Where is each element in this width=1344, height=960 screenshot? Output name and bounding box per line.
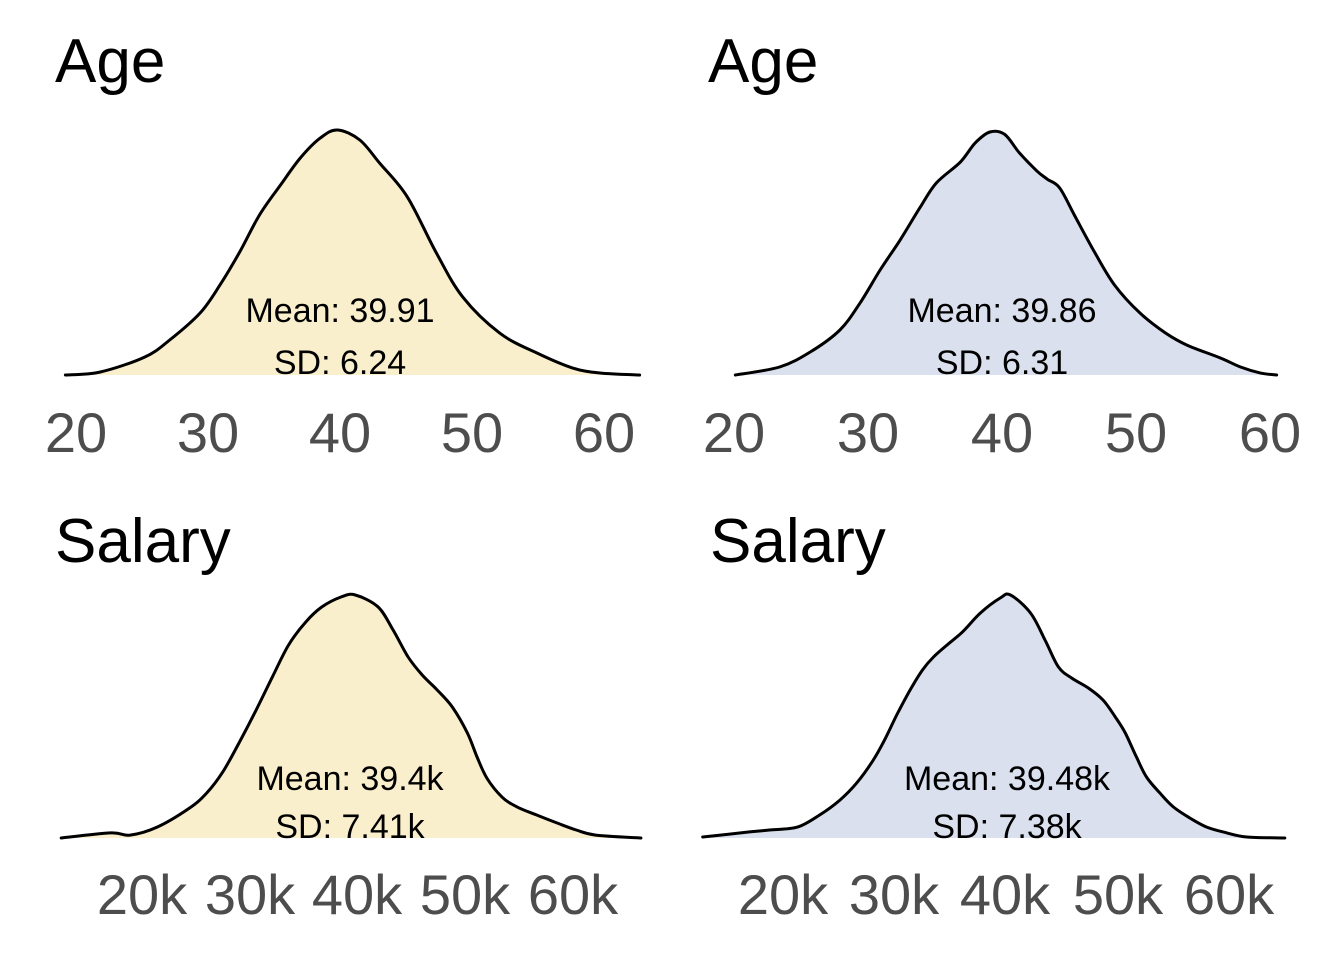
x-axis: 20 30 40 50 60 bbox=[703, 401, 1301, 464]
x-tick-label: 30k bbox=[849, 863, 940, 926]
mean-annotation: Mean: 39.91 bbox=[245, 292, 434, 330]
x-tick-label: 50k bbox=[420, 863, 511, 926]
panel-title: Age bbox=[708, 27, 818, 96]
density-panel-age-group-a: Age Mean: 39.91 SD: 6.24 20 30 40 50 60 bbox=[45, 27, 642, 464]
mean-annotation: Mean: 39.48k bbox=[904, 760, 1111, 798]
density-curve bbox=[59, 592, 643, 840]
x-tick-label: 20k bbox=[97, 863, 188, 926]
x-tick-label: 50 bbox=[1105, 401, 1167, 464]
x-tick-label: 50 bbox=[441, 401, 503, 464]
sd-annotation: SD: 6.24 bbox=[274, 344, 406, 382]
density-area bbox=[61, 594, 641, 838]
x-axis: 20k 30k 40k 50k 60k bbox=[738, 863, 1275, 926]
density-area bbox=[702, 593, 1285, 838]
mean-annotation: Mean: 39.4k bbox=[256, 760, 444, 798]
x-tick-label: 30k bbox=[205, 863, 296, 926]
sd-annotation: SD: 7.38k bbox=[932, 808, 1082, 846]
x-tick-label: 20k bbox=[738, 863, 829, 926]
density-panel-salary-group-b: Salary Mean: 39.48k SD: 7.38k 20k 30k 40… bbox=[701, 507, 1287, 926]
sd-annotation: SD: 6.31 bbox=[936, 344, 1068, 382]
mean-annotation: Mean: 39.86 bbox=[907, 292, 1096, 330]
x-tick-label: 40 bbox=[971, 401, 1033, 464]
x-tick-label: 60 bbox=[1239, 401, 1301, 464]
x-tick-label: 20 bbox=[45, 401, 107, 464]
panel-title: Age bbox=[55, 27, 165, 96]
density-curve bbox=[701, 592, 1287, 840]
x-tick-label: 40 bbox=[309, 401, 371, 464]
panel-title: Salary bbox=[710, 507, 886, 576]
x-tick-label: 40k bbox=[312, 863, 403, 926]
x-tick-label: 30 bbox=[177, 401, 239, 464]
x-tick-label: 60k bbox=[1184, 863, 1275, 926]
density-curve bbox=[733, 129, 1279, 377]
x-tick-label: 20 bbox=[703, 401, 765, 464]
density-area bbox=[65, 129, 640, 375]
x-axis: 20k 30k 40k 50k 60k bbox=[97, 863, 619, 926]
x-axis: 20 30 40 50 60 bbox=[45, 401, 635, 464]
density-area bbox=[735, 131, 1277, 375]
density-curve bbox=[63, 128, 642, 377]
x-tick-label: 50k bbox=[1073, 863, 1164, 926]
panel-title: Salary bbox=[55, 507, 231, 576]
sd-annotation: SD: 7.41k bbox=[275, 808, 425, 846]
density-panel-salary-group-a: Salary Mean: 39.4k SD: 7.41k 20k 30k 40k… bbox=[55, 507, 643, 926]
x-tick-label: 30 bbox=[837, 401, 899, 464]
density-panel-age-group-b: Age Mean: 39.86 SD: 6.31 20 30 40 50 60 bbox=[703, 27, 1301, 464]
x-tick-label: 60k bbox=[528, 863, 619, 926]
x-tick-label: 60 bbox=[573, 401, 635, 464]
x-tick-label: 40k bbox=[960, 863, 1051, 926]
